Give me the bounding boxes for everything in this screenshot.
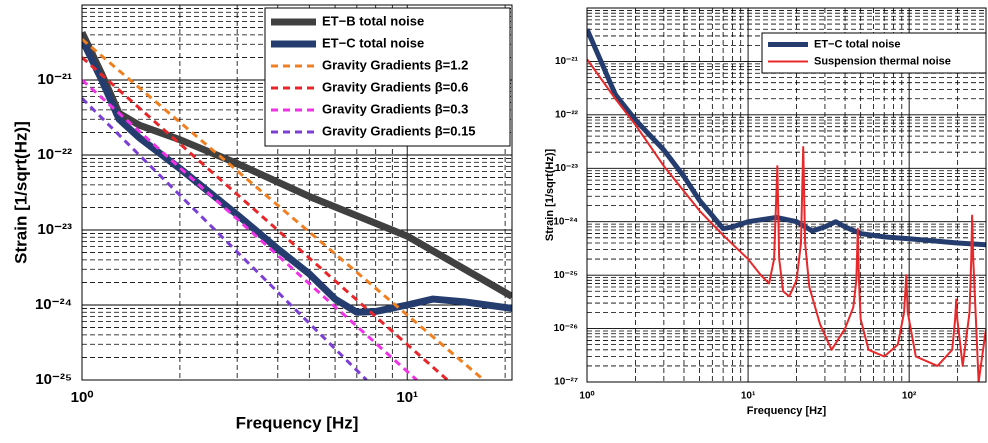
- y-tick-label: 10⁻²⁴: [35, 296, 72, 313]
- y-axis-label: Strain [1/sqrt(Hz)]: [544, 149, 556, 242]
- plot-frame: [586, 7, 987, 383]
- y-tick-label: 10⁻²³: [37, 221, 72, 238]
- series-line: [82, 97, 368, 380]
- x-tick-label: 10¹: [396, 389, 418, 406]
- legend-label: Gravity Gradients β=0.3: [322, 101, 468, 116]
- y-tick-label: 10⁻²⁵: [35, 371, 72, 388]
- series-line: [82, 56, 449, 380]
- plot-frame: [81, 4, 513, 381]
- series-line: [82, 38, 485, 380]
- y-tick-label: 10⁻²⁷: [554, 377, 578, 388]
- legend-label: Suspension thermal noise: [814, 55, 951, 67]
- legend: ET−B total noise ET−C total noise Gravity …: [264, 7, 511, 147]
- legend-label: Gravity Gradients β=0.15: [322, 123, 476, 138]
- y-tick-label: 10⁻²¹: [37, 71, 72, 88]
- legend-box: [761, 32, 987, 74]
- y-tick-label: 10⁻²¹: [555, 56, 579, 67]
- x-tick-label: 10⁰: [579, 391, 594, 402]
- x-tick-label: 10⁰: [71, 389, 94, 406]
- series-line: [82, 78, 418, 380]
- x-tick-label: 10²: [902, 391, 917, 402]
- legend-label: ET−C total noise: [814, 38, 901, 50]
- x-axis-label: Frequency [Hz]: [236, 413, 359, 432]
- y-tick-label: 10⁻²²: [37, 146, 72, 163]
- legend-label: Gravity Gradients β=1.2: [322, 57, 468, 72]
- y-tick-label: 10⁻²⁶: [554, 323, 578, 334]
- series-line: [587, 58, 986, 382]
- legend-box: [264, 7, 511, 147]
- legend: ET−C total noise Suspension thermal noise: [761, 32, 987, 74]
- y-axis-label: Strain [1/sqrt(Hz)]: [11, 121, 30, 264]
- y-tick-label: 10⁻²⁵: [554, 270, 579, 281]
- legend-label: ET−C total noise: [322, 35, 424, 50]
- x-axis-label: Frequency [Hz]: [747, 405, 827, 417]
- legend-label: Gravity Gradients β=0.6: [322, 79, 468, 94]
- series-line: [82, 37, 512, 316]
- plot: 10⁰ 10¹ 10² 10⁻²⁷ 10⁻²⁶ 10⁻²⁵ 10⁻²⁴ 10⁻²³ 10⁻²² 1…: [553, 7, 987, 402]
- y-tick-label: 10⁻²⁴: [553, 216, 578, 227]
- y-tick-label: 10⁻²³: [555, 163, 579, 174]
- x-tick-label: 10¹: [741, 391, 756, 402]
- legend-label: ET−B total noise: [322, 13, 424, 28]
- y-tick-label: 10⁻²²: [555, 109, 579, 120]
